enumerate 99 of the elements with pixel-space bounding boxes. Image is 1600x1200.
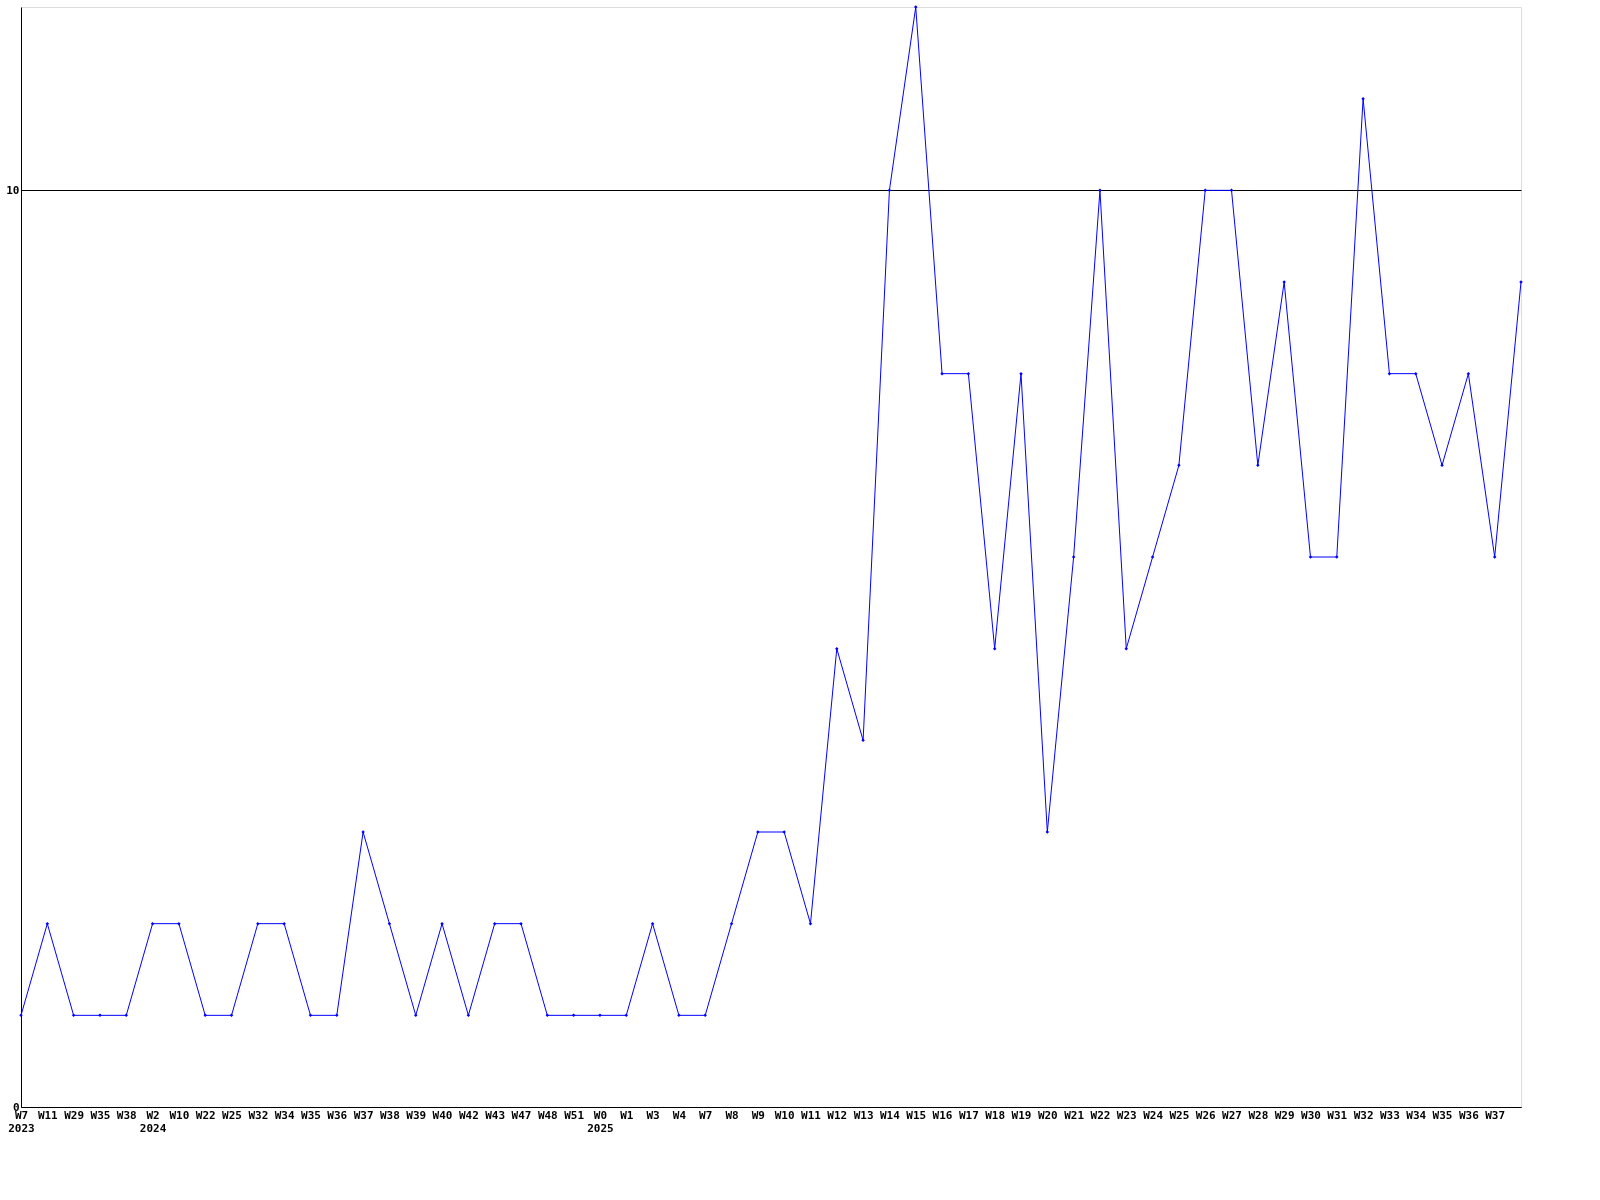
point: [1177, 463, 1181, 468]
x-tick-label: W35: [301, 1108, 321, 1122]
x-tick-label: W25: [222, 1108, 242, 1122]
x-tick-label: W8: [725, 1108, 739, 1122]
point: [835, 646, 839, 651]
point: [45, 921, 50, 926]
point: [545, 1013, 550, 1018]
x-tick-label: W35: [1432, 1108, 1453, 1122]
point: [1440, 463, 1444, 468]
point: [19, 1013, 23, 1018]
point: [1361, 96, 1365, 101]
point: [414, 1013, 418, 1018]
x-tick-label: W14: [879, 1108, 901, 1122]
x-tick-label: W25: [1169, 1108, 1190, 1122]
x-tick-label: W16: [932, 1108, 953, 1122]
x-tick-label: W26: [1195, 1108, 1217, 1122]
x-tick-label: W1: [620, 1108, 634, 1122]
x-tick-label: W28: [1248, 1108, 1269, 1122]
x-tick-label: W23: [1116, 1108, 1137, 1122]
point: [571, 1013, 576, 1018]
point: [966, 371, 971, 376]
x-tick-label: W40: [432, 1108, 453, 1122]
x-tick-label: W32: [1353, 1108, 1374, 1122]
x-tick-label: W48: [537, 1108, 558, 1122]
x-tick-label: W10: [774, 1108, 795, 1122]
x-tick-label: W38: [379, 1108, 400, 1122]
point: [203, 1013, 207, 1018]
x-tick-label: W22: [195, 1108, 216, 1122]
x-tick-label: W35: [90, 1108, 111, 1122]
point: [703, 1013, 707, 1018]
x-tick-label: W30: [1301, 1108, 1321, 1122]
point: [1308, 555, 1313, 559]
x-tick-label: W39: [406, 1108, 427, 1122]
x-tick-label: W9: [751, 1108, 765, 1122]
x-tick-label: W33: [1379, 1108, 1400, 1122]
point: [598, 1013, 602, 1018]
x-tick-label: W13: [853, 1108, 874, 1122]
point: [98, 1013, 102, 1018]
x-tick-label: W7: [699, 1108, 713, 1122]
x-tick-label: W32: [248, 1108, 269, 1122]
point: [1466, 371, 1471, 376]
x-tick-label: W29: [1274, 1108, 1295, 1122]
point: [282, 921, 286, 926]
line-series: [19, 5, 1523, 1018]
x-tick-label: W12: [827, 1108, 848, 1122]
x-tick-label: W4: [672, 1108, 687, 1122]
point: [1414, 371, 1418, 376]
x-tick-label: W11: [37, 1108, 59, 1122]
point: [124, 1013, 128, 1018]
point: [1124, 646, 1128, 651]
point: [256, 921, 260, 926]
point: [1045, 830, 1050, 834]
y-tick-label: 10: [6, 183, 20, 197]
x-tick-label: W27: [1222, 1108, 1242, 1122]
point: [335, 1013, 339, 1018]
point: [519, 921, 523, 926]
x-tick-label: W15: [906, 1108, 927, 1122]
point: [1071, 555, 1076, 559]
point: [71, 1013, 76, 1018]
x-tick-label: W29: [64, 1108, 85, 1122]
point: [624, 1013, 628, 1018]
point: [1150, 555, 1155, 559]
x-tick-label: W17: [958, 1108, 979, 1122]
x-tick-label: W11: [801, 1108, 822, 1122]
point: [440, 921, 444, 926]
point: [466, 1013, 471, 1018]
point: [1098, 188, 1102, 193]
point: [992, 646, 997, 651]
x-tick-label: W20: [1037, 1108, 1058, 1122]
x-tick-label: W2 2024: [139, 1108, 167, 1135]
x-tick-label: W0 2025: [587, 1108, 614, 1135]
point: [677, 1013, 681, 1018]
point: [1256, 463, 1260, 468]
x-tick-label: W43: [485, 1108, 506, 1122]
x-tick-label: W21: [1064, 1108, 1085, 1122]
point: [1492, 555, 1497, 559]
x-tick-label: W34: [274, 1108, 295, 1122]
point: [861, 738, 865, 743]
x-tick-label: W18: [985, 1108, 1006, 1122]
point: [492, 921, 497, 926]
x-tick-label: W24: [1143, 1108, 1164, 1122]
x-tick-label: W51: [564, 1108, 585, 1122]
x-tick-label: W37: [353, 1108, 374, 1122]
x-tick-label: W22: [1090, 1108, 1111, 1122]
x-tick-label: W38: [116, 1108, 137, 1122]
x-tick-label: W10: [169, 1108, 190, 1122]
x-tick-label: W31: [1327, 1108, 1348, 1122]
x-tick-label: W19: [1011, 1108, 1032, 1122]
x-tick-label: W34: [1406, 1108, 1427, 1122]
x-tick-label: W36: [1458, 1108, 1480, 1122]
x-tick-label: W36: [327, 1108, 348, 1122]
point: [1203, 188, 1207, 193]
point: [940, 371, 944, 376]
point: [177, 921, 181, 926]
x-tick-label: W47: [511, 1108, 532, 1122]
x-tick-label: W37: [1485, 1108, 1506, 1122]
x-tick-label: W42: [458, 1108, 479, 1122]
x-tick-label: W3: [646, 1108, 660, 1122]
point: [1019, 371, 1023, 376]
